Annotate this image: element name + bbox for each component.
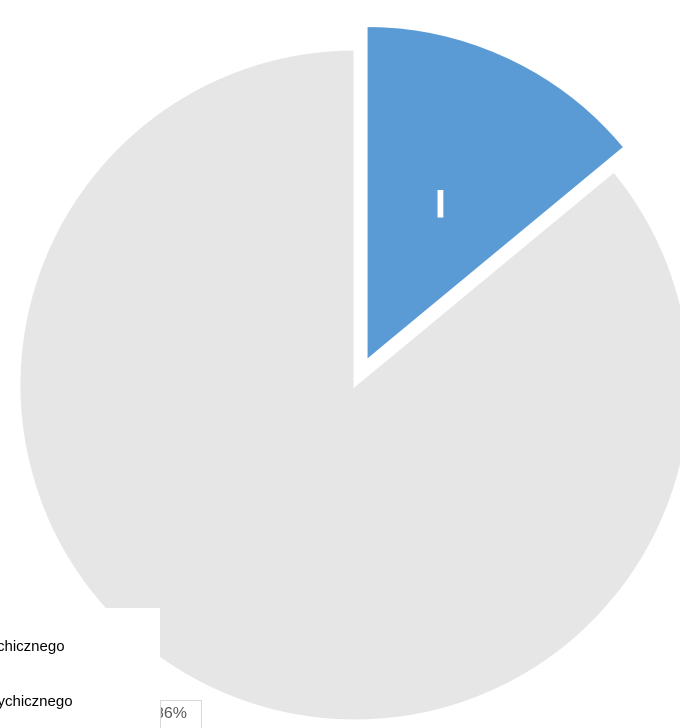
legend: chicznego sychicznego [0,608,160,728]
data-label-slice-1: I [435,182,446,226]
data-label-slice-2: 86% [160,700,202,728]
legend-entry-1: chicznego [0,638,65,655]
pie-slice-2 [17,47,680,723]
data-label-slice-2-text: 86% [161,705,188,722]
legend-entry-2: sychicznego [0,693,73,710]
pie-slice-1 [364,23,628,365]
